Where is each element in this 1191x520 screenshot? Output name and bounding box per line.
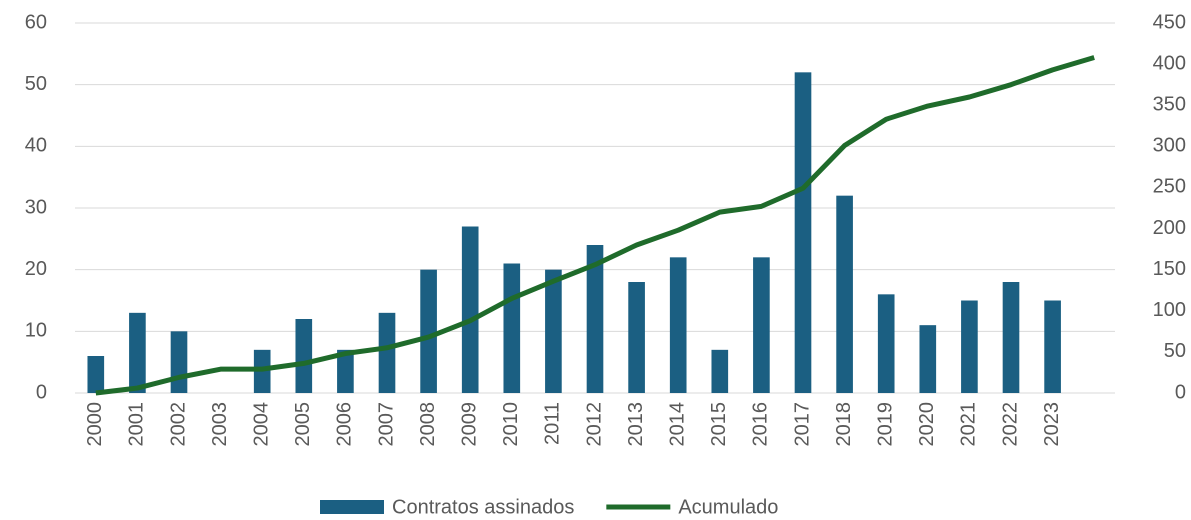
y-tick-label: 60 [25, 11, 47, 33]
x-tick-label: 2007 [375, 402, 397, 447]
x-tick-label: 2017 [791, 402, 813, 447]
x-tick-label: 2018 [833, 402, 855, 447]
y2-tick-label: 400 [1153, 52, 1186, 74]
x-tick-label: 2001 [126, 402, 148, 447]
y-tick-label: 50 [25, 73, 47, 95]
bar [753, 257, 770, 393]
bar [669, 257, 687, 393]
legend-swatch [320, 500, 384, 514]
y-tick-label: 40 [25, 135, 47, 157]
x-tick-label: 2006 [334, 402, 356, 447]
line [95, 55, 1095, 396]
bar [836, 195, 853, 393]
bar [1044, 300, 1061, 393]
y2-tick-label: 450 [1153, 11, 1186, 33]
y2-tick-label: 200 [1153, 217, 1186, 239]
y2-tick-label: 50 [1164, 340, 1186, 362]
bar [628, 282, 645, 393]
bar [961, 300, 978, 393]
bar [877, 294, 895, 393]
x-tick-label: 2021 [958, 402, 980, 447]
bar [545, 269, 562, 393]
bar [170, 331, 188, 393]
y-tick-label: 20 [25, 258, 47, 280]
x-tick-label: 2023 [1041, 402, 1063, 447]
x-tick-label: 2020 [916, 402, 938, 447]
bar [129, 312, 146, 393]
legend-label: Acumulado [678, 496, 778, 518]
y2-tick-label: 250 [1153, 176, 1186, 198]
x-tick-label: 2004 [250, 402, 272, 447]
legend-label: Contratos assinados [392, 496, 574, 518]
x-tick-label: 2009 [458, 402, 480, 447]
x-tick-label: 2002 [167, 402, 189, 447]
x-tick-label: 2014 [666, 402, 688, 447]
x-tick-label: 2003 [209, 402, 231, 447]
bar [295, 319, 313, 393]
bar [711, 349, 729, 393]
bar [919, 325, 937, 393]
bar [1002, 282, 1020, 393]
x-tick-label: 2013 [625, 402, 647, 447]
x-tick-label: 2015 [708, 402, 730, 447]
x-tick-label: 2000 [84, 402, 106, 447]
bar [503, 263, 521, 393]
y2-tick-label: 100 [1153, 299, 1186, 321]
x-tick-label: 2012 [583, 402, 605, 447]
bar [87, 356, 105, 393]
bar [378, 312, 396, 393]
bar [586, 245, 604, 393]
x-tick-label: 2019 [874, 402, 896, 447]
x-tick-label: 2016 [750, 402, 772, 447]
x-tick-label: 2010 [500, 402, 522, 447]
bar [337, 349, 354, 393]
y2-tick-label: 300 [1153, 135, 1186, 157]
y-tick-label: 10 [25, 320, 47, 342]
bar [461, 226, 479, 393]
bar [794, 72, 812, 393]
bar [420, 269, 437, 393]
y2-tick-label: 350 [1153, 94, 1186, 116]
x-tick-label: 2008 [417, 402, 439, 447]
x-tick-label: 2005 [292, 402, 314, 447]
y-tick-label: 0 [36, 381, 47, 403]
y-tick-label: 30 [25, 196, 47, 218]
x-tick-label: 2011 [542, 402, 564, 445]
x-tick-label: 2022 [999, 402, 1021, 447]
y2-tick-label: 150 [1153, 258, 1186, 280]
y2-tick-label: 0 [1175, 381, 1186, 403]
